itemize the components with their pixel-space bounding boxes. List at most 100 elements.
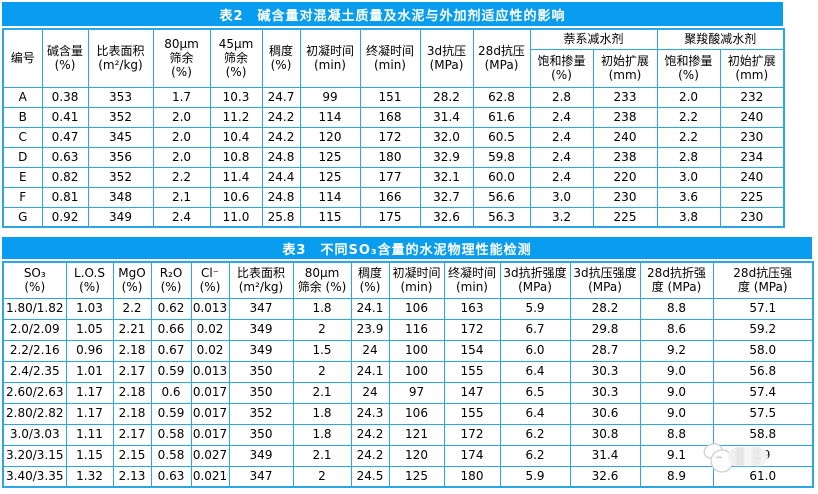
column-header: 80μm 筛余 (%) — [152, 28, 211, 88]
cell: 30.3 — [569, 381, 641, 404]
cell: 28.2 — [419, 86, 474, 108]
cell: 240 — [719, 166, 785, 188]
cell: 356 — [87, 146, 154, 168]
cell: 100 — [388, 339, 445, 362]
cell: 30.3 — [569, 360, 641, 383]
cell: 225 — [592, 206, 658, 228]
cell: 0.81 — [41, 186, 89, 208]
cell: 233 — [592, 86, 658, 108]
cell: 238 — [592, 146, 658, 168]
cell: 2 — [292, 318, 352, 341]
cell: 60.5 — [472, 126, 531, 148]
cell: 59 — [712, 444, 814, 467]
cell: 1.03 — [65, 297, 114, 320]
cell: 2.80/2.82 — [2, 402, 67, 425]
cell: 352 — [228, 402, 294, 425]
cell: 11.4 — [209, 166, 263, 188]
cell: 0.41 — [41, 106, 89, 128]
cell: 9.0 — [639, 360, 714, 383]
column-header: 终凝时间 (min) — [443, 261, 501, 299]
cell: 350 — [228, 381, 294, 404]
cell: 24.7 — [261, 86, 301, 108]
cell: 24.2 — [261, 126, 301, 148]
cell: 24.5 — [350, 465, 390, 488]
table3: SO₃ (%) L.O.S (%) MgO (%) R₂O (%) Cl⁻ (%… — [2, 261, 814, 488]
cell: 25.8 — [261, 206, 301, 228]
cell: 220 — [592, 166, 658, 188]
cell: 24.8 — [261, 146, 301, 168]
cell: 352 — [87, 166, 154, 188]
column-header: 3d抗压 (MPa) — [419, 28, 474, 88]
cell: 238 — [592, 106, 658, 128]
table-row: C 0.47 345 2.0 10.4 24.2 120 172 32.0 60.5 2.4 240 2… — [2, 126, 785, 148]
cell: 8.9 — [639, 465, 714, 488]
table-row: G 0.92 349 2.4 11.0 25.8 115 175 32.6 56.3 3.2 225 3… — [2, 206, 785, 228]
table2-title-bar: 表2 碱含量对混凝土质量及水泥与外加剂适应性的影响 — [2, 2, 783, 26]
cell: E — [2, 166, 43, 188]
cell: 3.0/3.03 — [2, 423, 67, 446]
cell: 353 — [87, 86, 154, 108]
cell: 163 — [443, 297, 501, 320]
cell: 3.40/3.35 — [2, 465, 67, 488]
cell: 0.67 — [150, 339, 192, 362]
table3-title: 表3 不同SO₃含量的水泥物理性能检测 — [282, 242, 532, 258]
table-row: 2.4/2.35 1.01 2.17 0.59 0.013 350 2 24.1 100 155 6… — [2, 360, 814, 383]
cell: 5.9 — [499, 297, 571, 320]
column-header: 80μm 筛余 (%) — [292, 261, 352, 299]
cell: 3.0 — [529, 186, 594, 208]
cell: 1.17 — [65, 402, 114, 425]
cell: 230 — [719, 126, 785, 148]
cell: C — [2, 126, 43, 148]
cell: 350 — [228, 360, 294, 383]
cell: 180 — [443, 465, 501, 488]
table-row: 2.0/2.09 1.05 2.21 0.66 0.02 349 2 23.9 116 172 6.… — [2, 318, 814, 341]
cell: 31.4 — [569, 444, 641, 467]
table2-section: 表2 碱含量对混凝土质量及水泥与外加剂适应性的影响 编号 碱含量 (%) 比表面… — [2, 2, 814, 228]
cell: 348 — [87, 186, 154, 208]
cell: 1.17 — [65, 381, 114, 404]
cell: 125 — [299, 146, 361, 168]
cell: 2.17 — [112, 360, 152, 383]
table-row: 3.20/3.15 1.15 2.15 0.58 0.027 349 2.1 24.2 120 1… — [2, 444, 814, 467]
table3-header: SO₃ (%) L.O.S (%) MgO (%) R₂O (%) Cl⁻ (%… — [2, 261, 814, 299]
cell: 168 — [359, 106, 421, 128]
cell: 2.4/2.35 — [2, 360, 67, 383]
table2-body: A 0.38 353 1.7 10.3 24.7 99 151 28.2 62.8 2.8 233 2.… — [2, 86, 785, 228]
cell: 10.8 — [209, 146, 263, 168]
group-header-polycarboxylate: 聚羧酸减水剂 — [656, 28, 785, 50]
cell: 347 — [228, 465, 294, 488]
cell: 0.021 — [190, 465, 230, 488]
cell: 6.5 — [499, 381, 571, 404]
cell: 115 — [299, 206, 361, 228]
cell: 147 — [443, 381, 501, 404]
cell: 9.0 — [639, 381, 714, 404]
cell: 11.0 — [209, 206, 263, 228]
cell: 24.1 — [350, 360, 390, 383]
column-header: 稠度 (%) — [261, 28, 301, 88]
cell: 174 — [443, 444, 501, 467]
cell: 2 — [292, 360, 352, 383]
cell: 31.4 — [419, 106, 474, 128]
cell: 120 — [299, 126, 361, 148]
cell: 2.4 — [529, 146, 594, 168]
cell: 9.2 — [639, 339, 714, 362]
cell: 1.7 — [152, 86, 211, 108]
column-header: 饱和掺量 (%) — [656, 48, 721, 88]
cell: 230 — [719, 206, 785, 228]
table2-header: 编号 碱含量 (%) 比表面积 (m²/kg) 80μm 筛余 (%) 45μm… — [2, 28, 785, 88]
cell: 57.1 — [712, 297, 814, 320]
cell: 2.13 — [112, 465, 152, 488]
cell: 6.2 — [499, 444, 571, 467]
column-header: 比表面积 (m²/kg) — [228, 261, 294, 299]
cell: 6.0 — [499, 339, 571, 362]
cell: 3.2 — [529, 206, 594, 228]
table3-body: 1.80/1.82 1.03 2.2 0.62 0.013 347 1.8 24.1 106 16… — [2, 297, 814, 488]
column-header: 碱含量 (%) — [41, 28, 89, 88]
cell: 1.15 — [65, 444, 114, 467]
cell: 24.8 — [261, 186, 301, 208]
table-row: 2.2/2.16 0.96 2.18 0.67 0.02 349 1.5 24 100 154 6.… — [2, 339, 814, 362]
cell: 62.8 — [472, 86, 531, 108]
cell: 116 — [388, 318, 445, 341]
cell: 2.4 — [152, 206, 211, 228]
cell: 23.9 — [350, 318, 390, 341]
